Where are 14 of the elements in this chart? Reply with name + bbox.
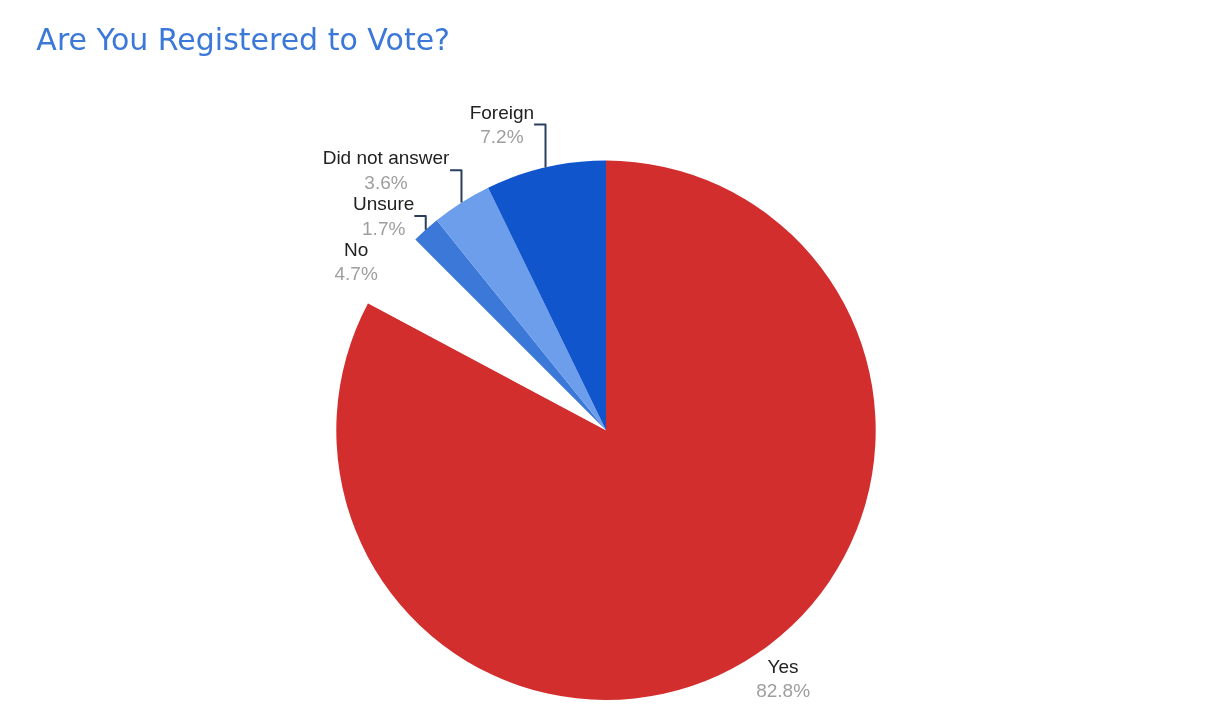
data-label: 3.6%	[364, 172, 408, 194]
slice-label: Unsure	[353, 193, 415, 215]
data-label: 82.8%	[756, 680, 811, 702]
pie-slice	[415, 220, 606, 431]
slice-label: Yes	[767, 655, 799, 677]
data-label: 1.7%	[362, 217, 406, 239]
chart-title: Are You Registered to Vote?	[36, 21, 451, 57]
slice-label: Did not answer	[322, 147, 451, 169]
slice-label: Foreign	[469, 101, 535, 123]
pie-slice	[488, 160, 606, 431]
data-label: 7.2%	[480, 126, 524, 148]
data-label: 4.7%	[334, 263, 378, 285]
slice-label: No	[343, 238, 369, 260]
pie-slice	[436, 187, 606, 431]
